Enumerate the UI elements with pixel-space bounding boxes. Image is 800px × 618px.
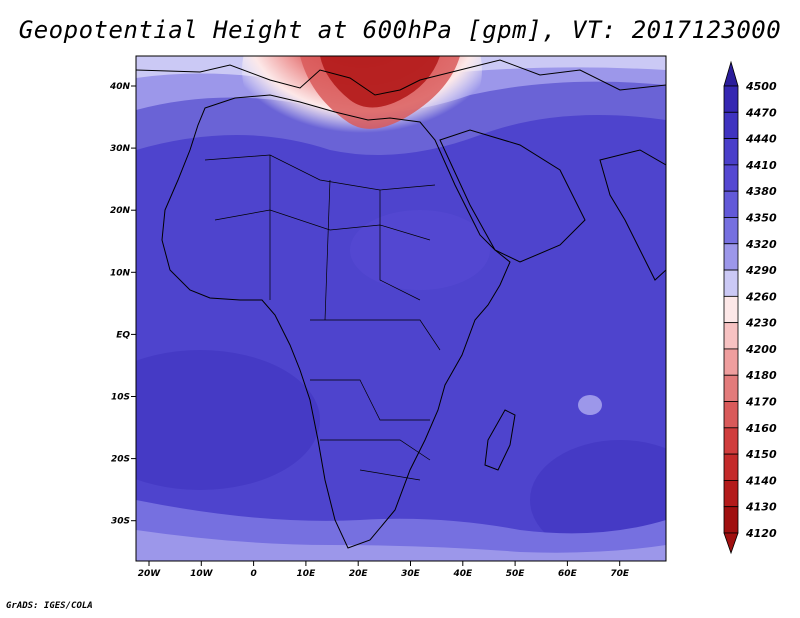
- colorbar-label: 4380: [745, 185, 777, 198]
- lon-label: 70E: [610, 569, 630, 579]
- colorbar-swatch: [723, 401, 739, 429]
- colorbar-swatch: [723, 243, 739, 271]
- colorbar-swatch: [723, 269, 739, 297]
- colorbar-swatch: [723, 348, 739, 376]
- colorbar-swatch: [723, 322, 739, 350]
- lon-label: 40E: [452, 569, 473, 579]
- colorbar-label: 4170: [745, 396, 777, 409]
- country-borders: [204, 154, 441, 481]
- colorbar-swatch: [723, 217, 739, 245]
- europe-coastline: [136, 59, 666, 96]
- colorbar-swatch: [723, 374, 739, 402]
- colorbar-swatch: [723, 427, 739, 455]
- colorbar-label: 4200: [745, 343, 777, 356]
- lon-label: 20W: [138, 569, 162, 579]
- lon-label: 10W: [190, 569, 214, 579]
- colorbar-label: 4230: [745, 317, 777, 330]
- colorbar-label: 4290: [745, 264, 777, 277]
- map-title: Geopotential Height at 600hPa [gpm], VT:…: [18, 16, 782, 44]
- colorbar-label: 4350: [745, 211, 777, 224]
- lon-label: 50E: [506, 569, 526, 579]
- lat-label: 40N: [109, 82, 131, 92]
- lat-label: 20N: [110, 206, 131, 216]
- colorbar-label: 4140: [745, 474, 777, 487]
- colorbar-label: 4120: [745, 527, 777, 540]
- madagascar-coastline: [484, 409, 516, 471]
- arabia-coastline: [439, 129, 586, 263]
- lat-label: 10S: [111, 393, 130, 403]
- lon-label: 0: [250, 569, 256, 579]
- lon-label: 60E: [558, 569, 578, 579]
- colorbar-bottom-arrow: [723, 532, 739, 555]
- colorbar: 4500 4470 4440 4410 4380 4350 4320 4290 4260 4230…: [723, 60, 777, 555]
- lat-label: 30N: [110, 144, 131, 154]
- colorbar-label: 4320: [745, 238, 777, 251]
- colorbar-swatch: [723, 190, 739, 218]
- lat-label: EQ: [116, 330, 130, 340]
- lat-label: 10N: [110, 268, 131, 278]
- colorbar-label: 4500: [745, 80, 777, 93]
- colorbar-label: 4410: [745, 159, 777, 172]
- colorbar-swatch: [723, 164, 739, 192]
- colorbar-swatch: [723, 453, 739, 481]
- contour-field: [136, 56, 666, 561]
- colorbar-label: 4160: [745, 422, 777, 435]
- colorbar-top-arrow: [723, 60, 739, 87]
- lat-label: 30S: [111, 517, 130, 527]
- colorbar-label: 4150: [745, 448, 777, 461]
- colorbar-swatch: [723, 111, 739, 139]
- colorbar-swatch: [723, 85, 739, 113]
- colorbar-swatch: [723, 295, 739, 324]
- colorbar-label: 4180: [745, 369, 777, 382]
- plot-frame: [135, 55, 667, 562]
- lon-label: 30E: [401, 569, 421, 579]
- colorbar-swatch: [723, 506, 739, 534]
- lon-label: 10E: [297, 569, 317, 579]
- india-coastline: [599, 149, 666, 281]
- colorbar-label: 4470: [745, 106, 777, 119]
- credit-text: GrADS: IGES/COLA: [6, 601, 93, 611]
- colorbar-label: 4260: [745, 290, 777, 303]
- colorbar-label: 4130: [745, 501, 777, 514]
- colorbar-label: 4440: [745, 133, 777, 146]
- africa-coastline: [161, 94, 511, 549]
- lon-label: 20E: [349, 569, 369, 579]
- colorbar-swatch: [723, 138, 739, 166]
- colorbar-swatch: [723, 480, 739, 508]
- lat-label: 20S: [111, 455, 130, 465]
